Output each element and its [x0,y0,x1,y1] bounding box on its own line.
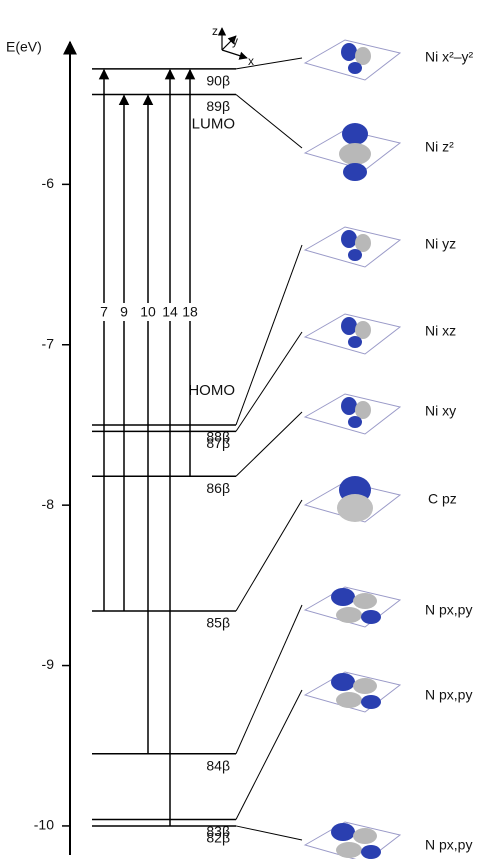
level-tag: LUMO [192,116,235,133]
transition-label: 10 [140,304,156,320]
chart: E(eV) z y x -6-7-8-9-1090βNi x²–y²89βLUM… [0,0,503,859]
orbital-label: N px,py [425,687,472,703]
orbital-picture [305,672,400,712]
transition-label: 14 [162,304,178,320]
transition-label: 9 [120,304,128,320]
orbital-picture [305,123,400,181]
axis-z: z [212,24,218,38]
transition-label: 7 [100,304,108,320]
connector [236,58,302,69]
connector [236,605,302,754]
y-tick-label: -9 [42,656,55,672]
orbital-label: N px,py [425,837,472,853]
connector [236,95,302,148]
connector [236,500,302,611]
orbital-picture [305,227,400,267]
orbital-label: Ni yz [425,236,456,252]
y-tick-label: -10 [34,817,54,833]
connector [236,245,302,425]
connector [236,826,302,840]
level-label: 82β [206,830,230,846]
level-label: 86β [206,480,230,496]
level-tag: HOMO [188,382,235,399]
orbital-label: Ni z² [425,139,454,155]
orbital-picture [305,40,400,80]
level-label: 89β [206,98,230,114]
y-tick-label: -8 [42,496,55,512]
orbital-label: Ni x²–y² [425,49,474,65]
y-tick-label: -7 [42,335,55,351]
level-label: 90β [206,73,230,89]
connector [236,690,302,820]
orbital-label: C pz [428,491,457,507]
connector [236,332,302,431]
orbital-label: Ni xy [425,403,456,419]
orbital-label: Ni xz [425,323,456,339]
level-label: 84β [206,757,230,773]
orbital-picture [305,476,400,522]
y-axis-label: E(eV) [6,39,42,55]
axis-y: y [232,34,238,48]
level-label: 87β [206,435,230,451]
orbital-picture [305,314,400,354]
level-label: 85β [206,615,230,631]
orbital-picture [305,394,400,434]
orbital-picture [305,587,400,627]
transition-label: 18 [182,304,198,320]
orbital-label: N px,py [425,602,472,618]
orbital-picture [305,822,400,859]
connector [236,412,302,476]
y-tick-label: -6 [42,175,55,191]
